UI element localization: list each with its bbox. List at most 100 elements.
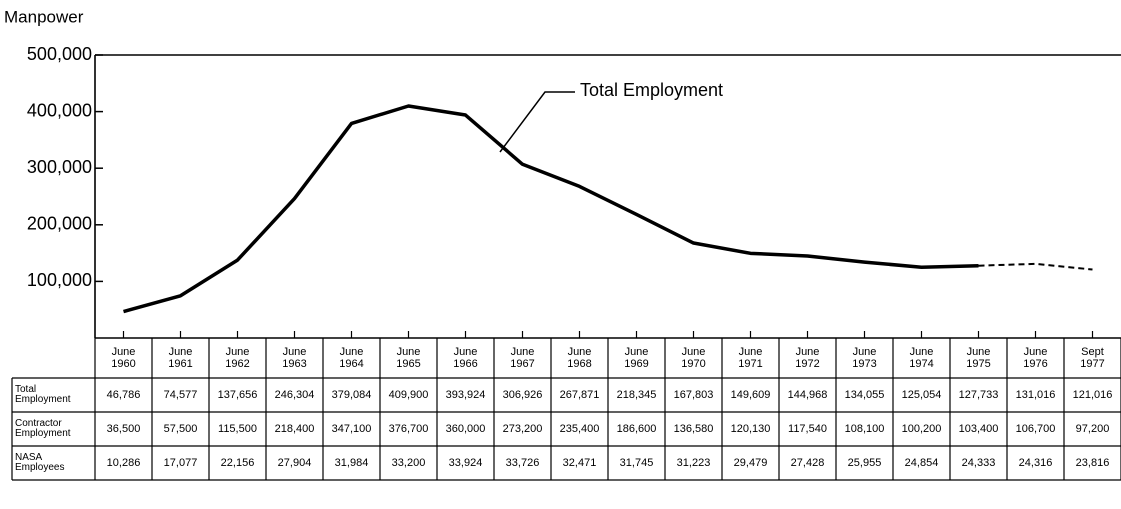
x-tick-label: June 1966: [437, 338, 494, 378]
row-header-text: NASA Employees: [15, 452, 65, 473]
table-value-text: 409,900: [388, 389, 429, 401]
table-value: 22,156: [209, 446, 266, 480]
x-tick-label-text: June 1972: [795, 346, 820, 370]
y-tick-label: 300,000: [27, 157, 92, 177]
table-value: 10,286: [95, 446, 152, 480]
table-value: 27,428: [779, 446, 836, 480]
table-value-text: 31,984: [334, 457, 369, 469]
y-tick-label: 400,000: [27, 100, 92, 120]
table-value-text: 273,200: [502, 423, 543, 435]
table-value: 74,577: [152, 378, 209, 412]
table-value: 32,471: [551, 446, 608, 480]
table-value-text: 103,400: [958, 423, 999, 435]
x-tick-label: June 1969: [608, 338, 665, 378]
x-tick-label: June 1970: [665, 338, 722, 378]
table-value-text: 33,200: [391, 457, 426, 469]
table-value-text: 22,156: [220, 457, 255, 469]
table-value: 218,400: [266, 412, 323, 446]
x-tick-label-text: June 1961: [168, 346, 193, 370]
table-value: 120,130: [722, 412, 779, 446]
table-value: 36,500: [95, 412, 152, 446]
table-value-text: 149,609: [730, 389, 771, 401]
x-tick-label: June 1965: [380, 338, 437, 378]
x-tick-label-text: June 1970: [681, 346, 706, 370]
table-value: 393,924: [437, 378, 494, 412]
table-value-text: 31,223: [676, 457, 711, 469]
table-value: 100,200: [893, 412, 950, 446]
x-tick-label: June 1972: [779, 338, 836, 378]
annotation-leader: [499, 91, 575, 153]
table-value: 31,223: [665, 446, 722, 480]
x-tick-label-text: Sept 1977: [1080, 346, 1105, 370]
table-value: 117,540: [779, 412, 836, 446]
table-value-text: 33,726: [505, 457, 540, 469]
x-tick-label-text: June 1966: [453, 346, 478, 370]
data-line: [123, 104, 979, 314]
table-value-text: 100,200: [901, 423, 942, 435]
table-value-text: 33,924: [448, 457, 483, 469]
x-tick-label-text: June 1973: [852, 346, 877, 370]
table-value: 131,016: [1007, 378, 1064, 412]
x-tick-label-text: June 1976: [1023, 346, 1048, 370]
table-value-text: 267,871: [559, 389, 600, 401]
table-value: 267,871: [551, 378, 608, 412]
table-value: 33,924: [437, 446, 494, 480]
table-value-text: 120,130: [730, 423, 771, 435]
table-value: 29,479: [722, 446, 779, 480]
table-value-text: 393,924: [445, 389, 486, 401]
x-tick-label: June 1962: [209, 338, 266, 378]
table-value-text: 23,816: [1075, 457, 1110, 469]
table-value: 273,200: [494, 412, 551, 446]
table-value-text: 125,054: [901, 389, 942, 401]
x-tick-label: June 1975: [950, 338, 1007, 378]
y-tick-label: 200,000: [27, 214, 92, 234]
table-value: 379,084: [323, 378, 380, 412]
x-tick-label-text: June 1964: [339, 346, 364, 370]
table-value: 306,926: [494, 378, 551, 412]
table-value: 46,786: [95, 378, 152, 412]
table-value: 137,656: [209, 378, 266, 412]
table-value-text: 306,926: [502, 389, 543, 401]
row-header: NASA Employees: [12, 446, 95, 480]
table-value: 33,726: [494, 446, 551, 480]
table-value-text: 360,000: [445, 423, 486, 435]
table-value-text: 134,055: [844, 389, 885, 401]
table-value-text: 137,656: [217, 389, 258, 401]
table-value-text: 379,084: [331, 389, 372, 401]
table-value-text: 31,745: [619, 457, 654, 469]
table-value-text: 117,540: [788, 423, 827, 435]
x-tick-label: Sept 1977: [1064, 338, 1121, 378]
table-value: 136,580: [665, 412, 722, 446]
x-tick-label: June 1967: [494, 338, 551, 378]
table-value: 108,100: [836, 412, 893, 446]
table-value: 106,700: [1007, 412, 1064, 446]
x-tick-label: June 1973: [836, 338, 893, 378]
table-value: 149,609: [722, 378, 779, 412]
x-tick-label: June 1974: [893, 338, 950, 378]
table-value: 57,500: [152, 412, 209, 446]
table-value: 23,816: [1064, 446, 1121, 480]
x-tick-label-text: June 1963: [282, 346, 307, 370]
x-tick-label: June 1968: [551, 338, 608, 378]
table-value-text: 24,316: [1018, 457, 1053, 469]
table-value: 121,016: [1064, 378, 1121, 412]
table-value-text: 144,968: [787, 389, 828, 401]
x-tick-label-text: June 1974: [909, 346, 934, 370]
table-value-text: 29,479: [733, 457, 768, 469]
table-value: 134,055: [836, 378, 893, 412]
table-value: 167,803: [665, 378, 722, 412]
table-value: 409,900: [380, 378, 437, 412]
table-value: 33,200: [380, 446, 437, 480]
x-tick-label: June 1976: [1007, 338, 1064, 378]
table-value: 376,700: [380, 412, 437, 446]
table-value: 25,955: [836, 446, 893, 480]
x-tick-label-text: June 1962: [225, 346, 250, 370]
table-value: 115,500: [209, 412, 266, 446]
table-value: 97,200: [1064, 412, 1121, 446]
table-value: 125,054: [893, 378, 950, 412]
table-value-text: 36,500: [106, 423, 141, 435]
table-value: 360,000: [437, 412, 494, 446]
table-value-text: 186,600: [616, 423, 657, 435]
